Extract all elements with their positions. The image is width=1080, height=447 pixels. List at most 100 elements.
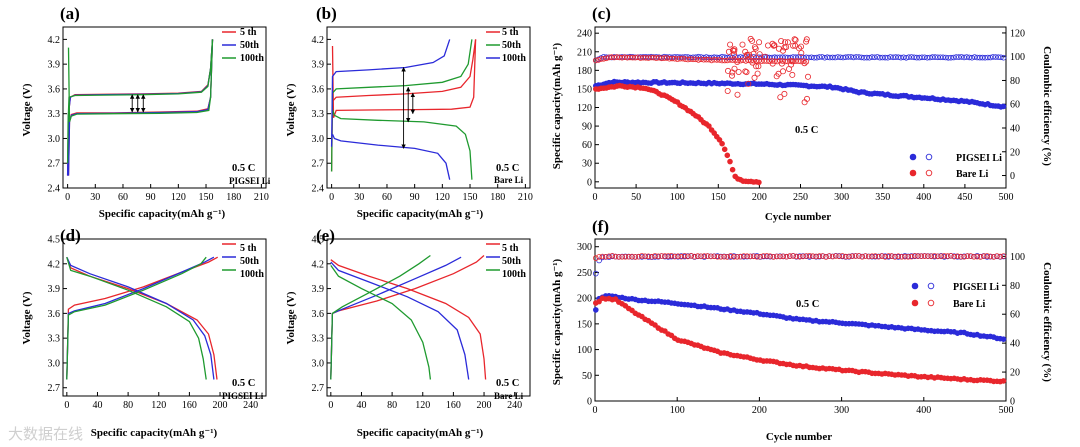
- point-f-2: [652, 322, 658, 328]
- x-tick-label-d-0: 0: [64, 400, 69, 411]
- point-c-1: [784, 54, 791, 61]
- point-f-3: [823, 254, 829, 260]
- point-c-3: [592, 57, 599, 64]
- y2label-f: Coulombic efficiency (%): [1041, 262, 1053, 382]
- point-c-2: [729, 166, 736, 173]
- curve-b-50th-discharge: [331, 109, 473, 180]
- y-tick-label-a-3: 3.3: [48, 109, 61, 120]
- point-c-1: [874, 54, 881, 60]
- point-c-1: [955, 54, 962, 60]
- point-c-3: [740, 57, 746, 63]
- point-f-3: [777, 253, 783, 260]
- point-scatter-c-3: [762, 53, 769, 60]
- point-f-3: [747, 253, 754, 260]
- point-c-2: [721, 146, 728, 153]
- curve-a-5th-discharge: [67, 39, 214, 176]
- point-scatter-c-3: [771, 42, 778, 49]
- point-c-3: [616, 54, 623, 61]
- point-c-3: [687, 56, 694, 62]
- point-c-1: [837, 54, 844, 61]
- y-tick-label-c-1: 30: [582, 159, 592, 170]
- panel-label-f: (f): [592, 217, 609, 236]
- point-f-3: [619, 253, 625, 260]
- ylabel-b: Voltage (V): [285, 83, 297, 136]
- point-c-1: [900, 54, 907, 61]
- curve-e-100th-charge: [330, 254, 431, 380]
- axes-frame-c: [594, 26, 1007, 189]
- point-f-3: [971, 253, 977, 260]
- point-c-1: [987, 54, 994, 61]
- x-tick-label-f-2: 200: [752, 405, 767, 416]
- point-c-3: [685, 56, 691, 63]
- point-f-3: [944, 253, 951, 259]
- y2-tick-label-c-1: 20: [1010, 147, 1020, 158]
- point-c-1: [890, 54, 896, 61]
- axes-frame-d: [62, 238, 267, 397]
- x-tick-label-f-4: 400: [916, 405, 931, 416]
- point-f-3: [964, 253, 971, 259]
- curve-a-100th-charge: [66, 39, 214, 164]
- curve-b-100th-charge: [330, 39, 451, 147]
- legend-marker-open-f-1: [927, 299, 935, 307]
- point-c-3: [663, 55, 670, 61]
- point-f-3: [826, 253, 833, 259]
- point-c-1: [924, 54, 931, 61]
- point-c-1: [777, 54, 783, 61]
- point-scatter-c-3: [735, 69, 742, 76]
- point-c-1: [971, 54, 978, 60]
- y-tick-label-c-2: 60: [582, 140, 592, 151]
- point-f-3: [793, 253, 800, 260]
- point-f-3: [714, 253, 721, 260]
- point-c-1: [861, 54, 867, 61]
- point-c-1: [895, 54, 902, 60]
- point-f-3: [832, 253, 839, 259]
- xlabel-a: Specific capacity(mAh g⁻¹): [99, 208, 226, 220]
- point-f-3: [816, 253, 823, 259]
- y-tick-label-c-6: 180: [577, 66, 592, 77]
- point-c-1: [953, 54, 959, 60]
- annotation-rate-d: 0.5 C: [232, 378, 255, 389]
- x-tick-label-e-5: 200: [477, 400, 492, 411]
- point-scatter-c-3: [734, 59, 741, 66]
- x-tick-label-e-2: 80: [387, 400, 397, 411]
- point-c-1: [869, 54, 875, 60]
- point-f-3: [612, 253, 619, 260]
- x-tick-label-d-2: 80: [123, 400, 133, 411]
- point-scatter-c-3: [751, 74, 758, 81]
- point-c-3: [695, 57, 702, 63]
- point-c-3: [674, 56, 681, 62]
- point-f-3: [869, 253, 875, 260]
- x-tick-label-d-1: 40: [92, 400, 102, 411]
- y-tick-label-f-0: 0: [587, 397, 592, 408]
- curve-a-5th-charge: [66, 39, 214, 176]
- point-c-1: [879, 54, 886, 61]
- point-c-1: [982, 54, 988, 61]
- axes-frame-a: [62, 26, 267, 189]
- point-f-3: [622, 253, 629, 260]
- point-c-1: [921, 54, 928, 61]
- point-f-3: [1000, 253, 1007, 259]
- x-tick-label-c-2: 100: [670, 192, 685, 203]
- point-f-3: [767, 253, 773, 260]
- point-scatter-c-3: [792, 42, 799, 49]
- point-f-3: [934, 253, 941, 260]
- legend-label-a-100th: 100th: [240, 53, 264, 64]
- point-c-2: [727, 158, 733, 165]
- point-scatter-c-3: [798, 43, 805, 50]
- point-f-3: [694, 253, 701, 259]
- point-scatter-c-3: [792, 37, 799, 44]
- point-c-1: [927, 54, 933, 61]
- point-f-3: [642, 253, 648, 260]
- point-c-1: [905, 54, 912, 60]
- y-tick-label-a-6: 4.2: [48, 35, 61, 46]
- point-f-3: [829, 253, 836, 260]
- point-c-1: [979, 54, 986, 61]
- x-tick-label-f-0: 0: [593, 405, 598, 416]
- y-tick-label-a-2: 3.0: [48, 134, 61, 145]
- x-tick-label-c-1: 50: [631, 192, 641, 203]
- curve-e-50th-discharge: [330, 261, 470, 380]
- point-scatter-c-3: [727, 41, 734, 48]
- point-c-1: [898, 54, 904, 61]
- point-f-3: [862, 253, 869, 259]
- point-c-3: [708, 57, 715, 64]
